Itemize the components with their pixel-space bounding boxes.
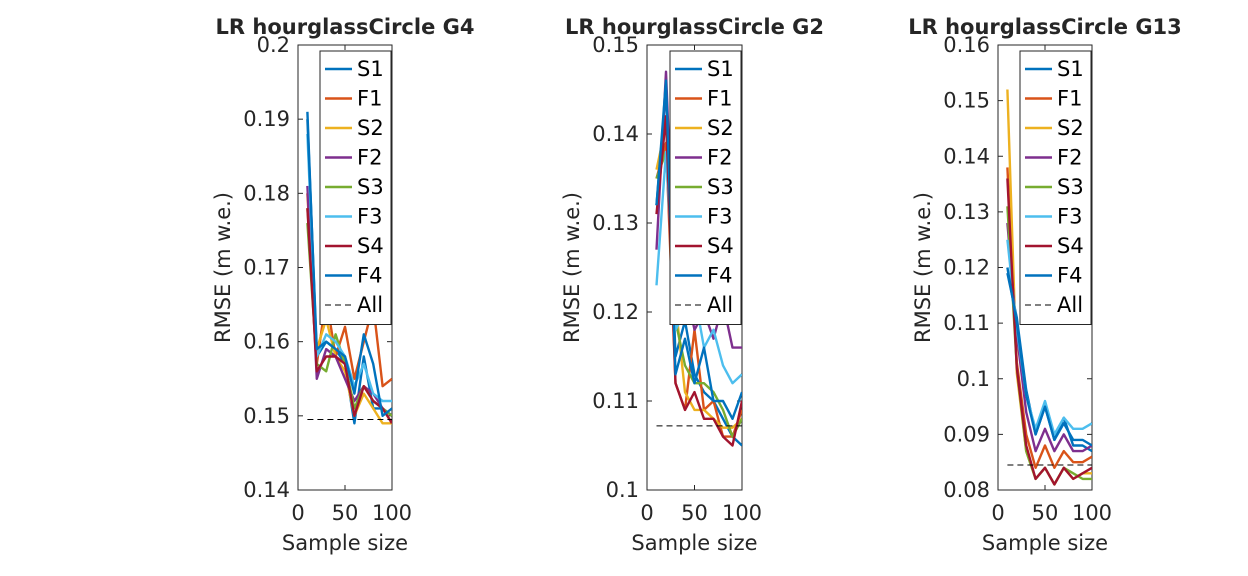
y-tick-label: 0.14: [243, 478, 290, 502]
x-axis-label: Sample size: [282, 531, 408, 555]
y-tick-label: 0.16: [943, 33, 990, 57]
legend-label-s2: S2: [1057, 116, 1084, 140]
legend-label-f2: F2: [707, 146, 732, 170]
legend-label-f3: F3: [707, 205, 732, 229]
legend-label-f3: F3: [357, 205, 382, 229]
legend-label-f1: F1: [357, 87, 382, 111]
legend-label-s1: S1: [357, 57, 384, 81]
legend-label-f1: F1: [707, 87, 732, 111]
legend: S1 F1 S2 F2 S3 F3 S4 F4 All: [669, 50, 742, 325]
x-tick-label: 50: [1032, 501, 1059, 525]
y-tick-label: 0.09: [943, 422, 990, 446]
x-tick-label: 50: [332, 501, 359, 525]
x-tick-label: 100: [722, 501, 762, 525]
legend-box: [1019, 50, 1092, 325]
series-line-s4: [1006, 178, 1092, 486]
legend-label-s1: S1: [1057, 57, 1084, 81]
x-tick-label: 50: [681, 501, 708, 525]
chart-title: LR hourglassCircle G13: [908, 15, 1182, 39]
legend-label-f2: F2: [357, 146, 382, 170]
y-axis-label: RMSE (m w.e.): [560, 192, 584, 343]
y-tick-label: 0.13: [592, 211, 639, 235]
legend-label-s2: S2: [707, 116, 734, 140]
y-tick-label: 0.08: [943, 478, 990, 502]
y-tick-label: 0.14: [943, 144, 990, 168]
y-tick-label: 0.12: [943, 256, 990, 280]
legend-label-f4: F4: [707, 264, 732, 288]
y-tick-label: 0.12: [592, 300, 639, 324]
y-tick-label: 0.15: [943, 89, 990, 113]
legend-label-f1: F1: [1057, 87, 1082, 111]
chart-panel-1: 0.14 0.15 0.16 0.17 0.18 0.19 0.2 0 50 100 LR hour…: [211, 15, 474, 555]
legend: S1 F1 S2 F2 S3 F3 S4 F4 All: [1019, 50, 1092, 325]
legend-label-s4: S4: [357, 234, 384, 258]
y-tick-label: 0.16: [243, 330, 290, 354]
legend-label-s3: S3: [1057, 175, 1084, 199]
x-tick-label: 100: [372, 501, 412, 525]
legend-label-s4: S4: [707, 234, 734, 258]
y-tick-label: 0.13: [943, 200, 990, 224]
y-tick-label: 0.1: [957, 367, 990, 391]
x-tick-label: 0: [991, 501, 1004, 525]
chart-panel-2: 0.1 0.11 0.12 0.13 0.14 0.15 0 50 100 LR hourglas…: [560, 15, 824, 555]
legend-label-s1: S1: [707, 57, 734, 81]
series-line-f4: [1006, 267, 1092, 447]
y-tick-label: 0.15: [243, 404, 290, 428]
x-tick-label: 0: [291, 501, 304, 525]
y-tick-label: 0.11: [943, 311, 990, 335]
y-tick-label: 0.1: [606, 478, 639, 502]
y-tick-label: 0.14: [592, 122, 639, 146]
y-tick-label: 0.18: [243, 181, 290, 205]
legend-label-all: All: [1057, 293, 1083, 317]
y-tick-label: 0.2: [257, 33, 290, 57]
x-tick-label: 100: [1072, 501, 1112, 525]
y-axis-label: RMSE (m w.e.): [911, 192, 935, 343]
legend-label-f4: F4: [1057, 264, 1082, 288]
legend-label-s3: S3: [707, 175, 734, 199]
legend-label-s3: S3: [357, 175, 384, 199]
legend-label-f4: F4: [357, 264, 382, 288]
legend-label-f2: F2: [1057, 146, 1082, 170]
legend-label-s4: S4: [1057, 234, 1084, 258]
series-group: [306, 111, 392, 425]
series-group: [1006, 89, 1092, 486]
legend-label-all: All: [357, 293, 383, 317]
y-tick-label: 0.19: [243, 107, 290, 131]
x-axis-label: Sample size: [982, 531, 1108, 555]
series-line-s4: [306, 208, 392, 424]
x-axis-label: Sample size: [631, 531, 757, 555]
y-axis-label: RMSE (m w.e.): [211, 192, 235, 343]
x-tick-label: 0: [640, 501, 653, 525]
chart-title: LR hourglassCircle G2: [565, 15, 824, 39]
legend-label-all: All: [707, 293, 733, 317]
chart-panel-3: 0.08 0.09 0.1 0.11 0.12 0.13 0.14 0.15 0.16 0 50 10…: [908, 15, 1182, 555]
y-tick-label: 0.15: [592, 33, 639, 57]
series-line-f4: [306, 119, 392, 417]
chart-title: LR hourglassCircle G4: [216, 15, 475, 39]
legend-label-f3: F3: [1057, 205, 1082, 229]
legend-label-s2: S2: [357, 116, 384, 140]
legend: S1 F1 S2 F2 S3 F3 S4 F4 All: [319, 50, 392, 325]
series-line-f2: [1006, 222, 1092, 453]
y-tick-label: 0.17: [243, 256, 290, 280]
y-tick-label: 0.11: [592, 389, 639, 413]
